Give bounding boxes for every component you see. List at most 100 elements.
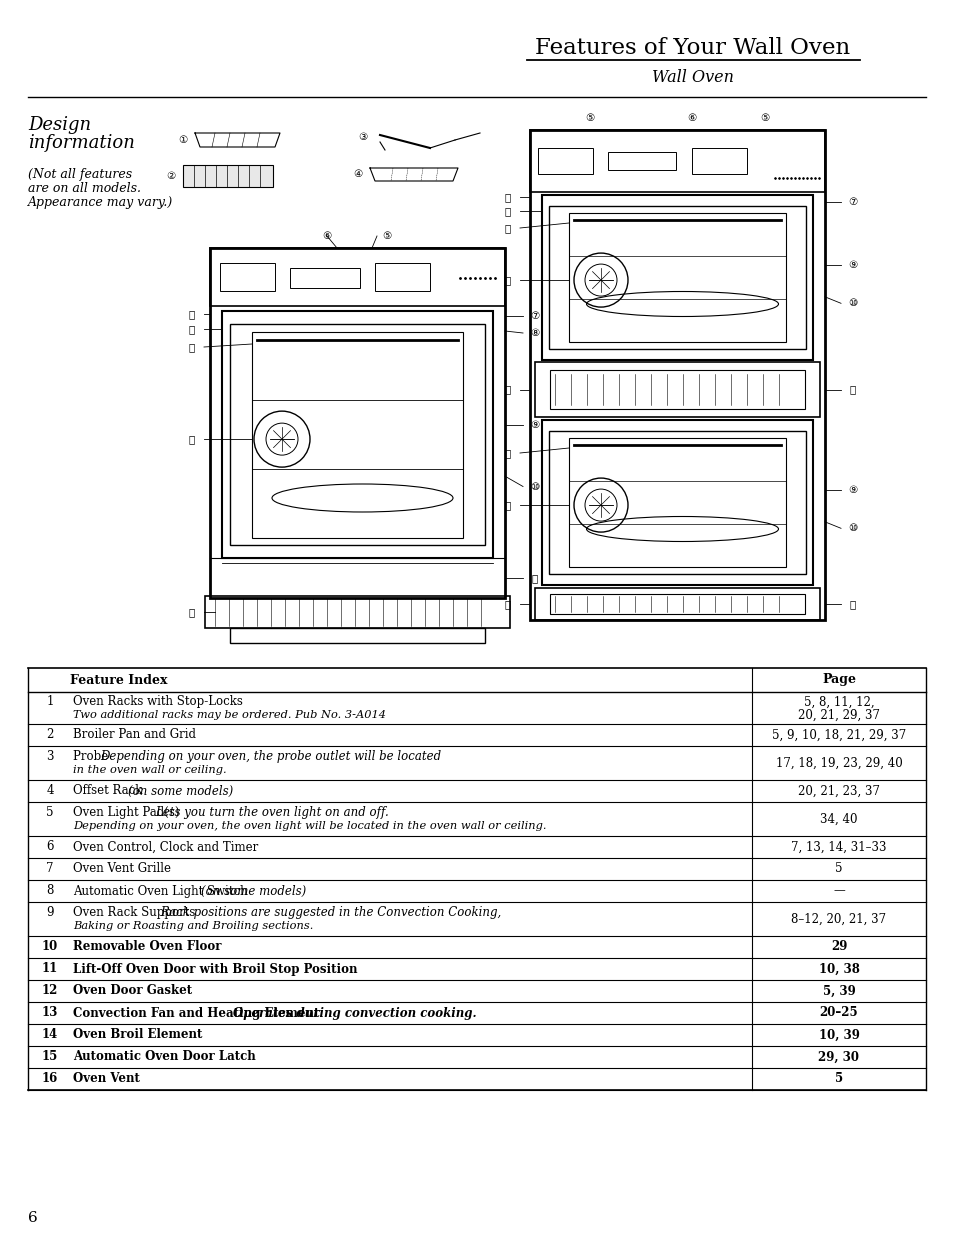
Text: Oven Vent: Oven Vent [73,1072,140,1086]
Text: 12: 12 [42,984,58,998]
Text: 11: 11 [42,962,58,976]
Bar [230,324,484,545]
Text: 9: 9 [46,905,53,919]
Text: Design: Design [28,116,91,135]
Text: Offset Rack: Offset Rack [73,784,146,798]
Text: ⑪: ⑪ [849,384,855,394]
Text: (Not all features: (Not all features [28,168,132,182]
Text: Appearance may vary.): Appearance may vary.) [28,196,173,209]
Text: Automatic Oven Door Latch: Automatic Oven Door Latch [73,1051,255,1063]
Text: ⑨: ⑨ [530,420,539,430]
Bar [550,594,804,614]
Text: 5, 8, 11, 12,: 5, 8, 11, 12, [802,695,873,709]
Text: 6: 6 [28,1212,38,1225]
Text: ①: ① [178,135,188,144]
Text: ⑧: ⑧ [530,329,539,338]
Text: Feature Index: Feature Index [70,673,168,687]
Text: ③: ③ [358,132,367,142]
Text: ⑦: ⑦ [847,198,857,207]
Text: ⑫: ⑫ [504,384,511,394]
Text: ⑬: ⑬ [504,275,511,285]
Text: ⑤: ⑤ [760,112,769,124]
Text: ⑭: ⑭ [504,448,511,458]
Text: ⑩: ⑩ [530,482,539,492]
Bar [205,597,510,629]
Text: Two additional racks may be ordered. Pub No. 3-A014: Two additional racks may be ordered. Pub… [73,710,386,720]
Text: ⑯: ⑯ [189,309,195,319]
Text: ⑩: ⑩ [847,299,857,309]
Text: 8: 8 [47,884,53,898]
Text: 34, 40: 34, 40 [820,813,857,825]
Text: Convection Fan and Heating Element: Convection Fan and Heating Element [73,1007,323,1020]
Text: 5: 5 [834,1072,842,1086]
Text: 10, 38: 10, 38 [818,962,859,976]
Text: ⑤: ⑤ [585,112,594,124]
Text: Baking or Roasting and Broiling sections.: Baking or Roasting and Broiling sections… [73,921,313,931]
Bar [548,431,805,574]
Text: in the oven wall or ceiling.: in the oven wall or ceiling. [73,766,227,776]
Text: ⑪: ⑪ [849,599,855,609]
Bar [537,148,593,174]
Text: ⑮: ⑮ [504,206,511,216]
Text: Removable Oven Floor: Removable Oven Floor [73,941,221,953]
Text: 20–25: 20–25 [819,1007,858,1020]
Text: Oven Racks with Stop-Locks: Oven Racks with Stop-Locks [73,695,243,708]
Text: ⑤: ⑤ [382,231,392,241]
Bar [210,248,504,306]
Text: ④: ④ [353,169,362,179]
Text: information: information [28,135,134,152]
Text: ⑩: ⑩ [847,524,857,534]
Text: ⑫: ⑫ [504,599,511,609]
Text: 10: 10 [42,941,58,953]
Text: Depending on your oven, the oven light will be located in the oven wall or ceili: Depending on your oven, the oven light w… [73,821,546,831]
Text: Operates during convection cooking.: Operates during convection cooking. [233,1007,476,1020]
Text: 5, 39: 5, 39 [821,984,855,998]
Text: (on some models): (on some models) [128,784,233,798]
Text: ⑯: ⑯ [504,191,511,203]
Bar [548,206,805,350]
Bar [568,212,785,342]
Text: 1: 1 [47,695,53,708]
Text: ⑦: ⑦ [530,311,539,321]
Text: (on some models): (on some models) [201,884,306,898]
Bar [530,130,824,620]
Text: 10, 39: 10, 39 [818,1029,859,1041]
Bar [535,362,820,417]
Text: 20, 21, 23, 37: 20, 21, 23, 37 [797,784,879,798]
Text: 29: 29 [830,941,846,953]
Text: ⑥: ⑥ [687,112,696,124]
Text: Oven Rack Supports: Oven Rack Supports [73,905,199,919]
Text: Probe: Probe [73,750,112,763]
Text: Automatic Oven Light Switch: Automatic Oven Light Switch [73,884,251,898]
Bar [252,332,462,538]
Bar [550,370,804,409]
Text: 7, 13, 14, 31–33: 7, 13, 14, 31–33 [790,841,886,853]
Bar [290,268,359,288]
Text: 20, 21, 29, 37: 20, 21, 29, 37 [797,709,879,721]
Text: Wall Oven: Wall Oven [652,69,733,86]
Text: 8–12, 20, 21, 37: 8–12, 20, 21, 37 [791,913,885,925]
Text: Features of Your Wall Oven: Features of Your Wall Oven [535,37,850,59]
Text: Page: Page [821,673,855,687]
Bar [183,165,273,186]
Text: 17, 18, 19, 23, 29, 40: 17, 18, 19, 23, 29, 40 [775,757,902,769]
Text: ⑥: ⑥ [322,231,332,241]
Bar [568,438,785,567]
Text: 7: 7 [46,862,53,876]
Text: ⑪: ⑪ [532,573,537,583]
Text: Oven Light Pad(s): Oven Light Pad(s) [73,805,183,819]
Bar [210,248,504,598]
Text: 6: 6 [46,841,53,853]
Bar [222,311,493,558]
Text: Lets you turn the oven light on and off.: Lets you turn the oven light on and off. [155,805,389,819]
Bar [691,148,746,174]
Text: Lift-Off Oven Door with Broil Stop Position: Lift-Off Oven Door with Broil Stop Posit… [73,962,357,976]
Text: 16: 16 [42,1072,58,1086]
Bar [220,263,274,291]
Text: 15: 15 [42,1051,58,1063]
Text: —: — [832,884,844,898]
Text: 4: 4 [46,784,53,798]
Text: ⑬: ⑬ [504,500,511,510]
Bar [541,195,812,359]
Text: ⑭: ⑭ [504,224,511,233]
